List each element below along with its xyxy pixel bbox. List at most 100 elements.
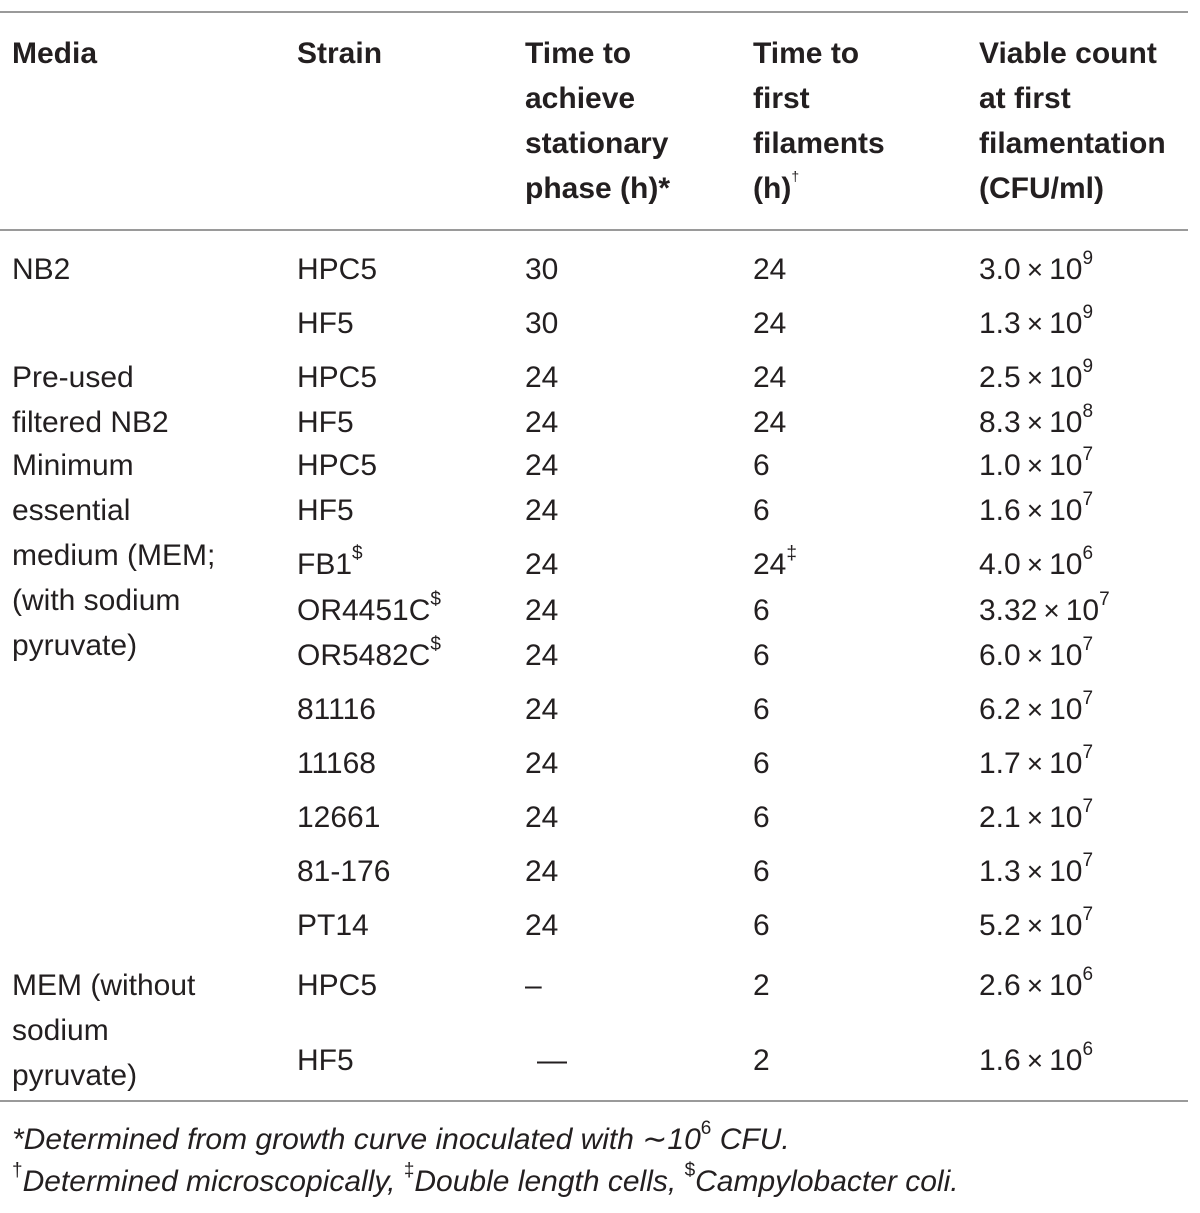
viable-count-cell: 1.3 × 107 xyxy=(979,849,1093,894)
strain-name: OR5482C xyxy=(297,639,431,672)
media-cell-4-line-1: MEM (without xyxy=(12,969,196,1002)
count-exponent: 7 xyxy=(1082,904,1094,925)
viable-count-cell: 1.6 × 107 xyxy=(979,488,1093,533)
count-exponent: 9 xyxy=(1082,302,1094,323)
viable-count-cell: 6.2 × 107 xyxy=(979,687,1093,732)
stationary-time-cell: 24 xyxy=(525,801,559,834)
count-base: 10 xyxy=(1065,594,1100,627)
viable-count-cell: 1.7 × 107 xyxy=(979,741,1093,786)
filament-time: 6 xyxy=(753,855,770,888)
count-mantissa: 2.5 xyxy=(979,361,1021,394)
count-mantissa: 5.2 xyxy=(979,909,1021,942)
media-cell-3-line-4: (with sodium xyxy=(12,584,181,617)
stationary-time-cell: 24 xyxy=(525,494,559,527)
count-exponent: 9 xyxy=(1082,248,1094,269)
dagger-mark: † xyxy=(12,1160,23,1181)
footnote-dagger-text: Determined microscopically, xyxy=(22,1165,404,1198)
times-sign: × xyxy=(1026,407,1044,438)
viable-count-cell: 4.0 × 106 xyxy=(979,542,1093,587)
stationary-time-cell: 24 xyxy=(525,449,559,482)
count-base: 10 xyxy=(1049,855,1083,888)
bottom-rule xyxy=(0,1100,1188,1102)
strain-cell: 12661 xyxy=(297,795,380,840)
filament-time: 6 xyxy=(753,909,770,942)
strain-cell: HPC5 xyxy=(297,355,377,400)
strain-cell: FB1$ xyxy=(297,542,363,587)
header-text: (h) xyxy=(753,172,792,205)
strain-cell: HPC5 xyxy=(297,247,377,292)
times-sign: × xyxy=(1026,254,1044,285)
times-sign: × xyxy=(1043,595,1060,626)
strain-name: 81-176 xyxy=(297,855,391,888)
stationary-time-cell: 24 xyxy=(525,855,559,888)
strain-name: HF5 xyxy=(297,406,354,439)
media-cell-4-line-2: sodium xyxy=(12,1014,109,1047)
times-sign: × xyxy=(1026,450,1044,481)
count-exponent: 7 xyxy=(1082,634,1094,655)
count-mantissa: 1.7 xyxy=(979,747,1021,780)
strain-name: HPC5 xyxy=(297,449,378,482)
count-exponent: 8 xyxy=(1082,401,1094,422)
strain-name: HF5 xyxy=(297,1044,354,1077)
strain-name: HF5 xyxy=(297,494,354,527)
count-base: 10 xyxy=(1049,307,1083,340)
filament-time-cell: 6 xyxy=(753,795,770,840)
filament-time: 24 xyxy=(753,548,787,581)
viable-count-cell: 6.0 × 107 xyxy=(979,633,1093,678)
strain-cell: HPC5 xyxy=(297,963,377,1008)
viable-count-cell: 3.0 × 109 xyxy=(979,247,1093,292)
count-base: 10 xyxy=(1049,693,1083,726)
count-mantissa: 1.3 xyxy=(979,855,1021,888)
filament-time: 24 xyxy=(753,253,787,286)
filament-time: 2 xyxy=(753,969,770,1002)
count-mantissa: 2.1 xyxy=(979,801,1021,834)
times-sign: × xyxy=(1026,856,1044,887)
filament-time-cell: 6 xyxy=(753,741,770,786)
filament-time-cell: 24 xyxy=(753,400,786,445)
count-exponent: 6 xyxy=(1082,964,1094,985)
count-mantissa: 6.2 xyxy=(979,693,1021,726)
filament-time-cell: 24 xyxy=(753,355,786,400)
filament-time: 6 xyxy=(753,693,770,726)
count-mantissa: 2.6 xyxy=(979,969,1021,1002)
filament-time: 6 xyxy=(753,747,770,780)
stationary-time-cell: 24 xyxy=(525,594,559,627)
filament-time-cell: 24 xyxy=(753,301,786,346)
strain-cell: HF5 xyxy=(297,488,354,533)
count-base: 10 xyxy=(1049,747,1083,780)
header-text: stationary xyxy=(525,127,669,160)
strain-name: HF5 xyxy=(297,307,354,340)
viable-count-cell: 1.6 × 106 xyxy=(979,1038,1093,1083)
stationary-time-cell: 30 xyxy=(525,253,559,286)
count-base: 10 xyxy=(1049,406,1083,439)
viable-count-cell: 2.6 × 106 xyxy=(979,963,1093,1008)
count-exponent: 7 xyxy=(1082,742,1094,763)
filament-time-cell: 6 xyxy=(753,443,770,488)
count-exponent: 7 xyxy=(1082,850,1094,871)
header-col-4-line-3: filaments xyxy=(753,121,885,166)
media-cell-3-line-5: pyruvate) xyxy=(12,629,138,662)
filament-time: 2 xyxy=(753,1044,770,1077)
header-text: at first xyxy=(979,82,1071,115)
filament-time: 6 xyxy=(753,801,770,834)
header-text: Time to xyxy=(753,37,860,70)
header-col-4-line-2: first xyxy=(753,76,810,121)
viable-count-cell: 8.3 × 108 xyxy=(979,400,1093,445)
filament-time: 24 xyxy=(753,361,787,394)
count-base: 10 xyxy=(1049,801,1083,834)
strain-name: 81116 xyxy=(297,693,376,726)
times-sign: × xyxy=(1026,802,1044,833)
strain-footnote-mark: $ xyxy=(352,543,363,564)
strain-name: 12661 xyxy=(297,801,381,834)
header-col-5-line-1: Viable count xyxy=(979,31,1157,76)
header-col-2-line-1: Strain xyxy=(297,31,382,76)
viable-count-cell: 1.0 × 107 xyxy=(979,443,1093,488)
count-exponent: 7 xyxy=(1099,589,1110,610)
stationary-time-cell: 24 xyxy=(525,639,559,672)
count-exponent: 7 xyxy=(1082,796,1094,817)
count-mantissa: 1.6 xyxy=(979,1044,1021,1077)
count-exponent: 6 xyxy=(1082,1039,1094,1060)
count-base: 10 xyxy=(1049,449,1083,482)
count-mantissa: 4.0 xyxy=(979,548,1021,581)
header-rule xyxy=(0,229,1188,231)
